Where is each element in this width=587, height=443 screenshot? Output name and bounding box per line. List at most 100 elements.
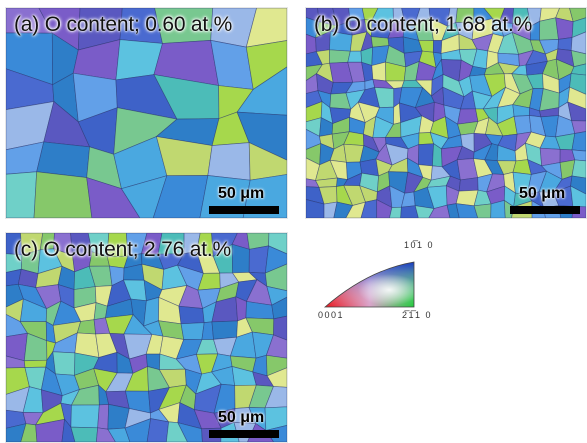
grain	[539, 17, 559, 41]
grain	[146, 418, 170, 442]
ebsd-map-panel-c: (c) O content; 2.76 at.% 50 μm	[5, 232, 288, 443]
grain	[570, 63, 586, 76]
grain	[347, 50, 362, 63]
scale-bar-b	[510, 206, 580, 214]
grain	[458, 177, 479, 192]
grain	[473, 203, 492, 218]
grain	[265, 354, 287, 377]
grain	[570, 31, 586, 55]
grain	[120, 175, 168, 218]
grain	[571, 120, 586, 134]
grain	[323, 201, 338, 218]
ipf-label-2110: 2̅1̅1 0	[402, 310, 433, 320]
panel-label-c: (c) O content; 2.76 at.%	[14, 238, 231, 261]
grain	[231, 243, 250, 274]
grain	[97, 403, 110, 430]
grain	[236, 111, 287, 161]
grain	[571, 131, 586, 152]
grain	[513, 115, 532, 135]
grain	[70, 404, 100, 429]
grain	[271, 296, 287, 320]
grain	[266, 285, 287, 306]
grain	[570, 175, 586, 195]
grain	[6, 423, 27, 442]
grain	[557, 37, 573, 51]
grain	[446, 203, 460, 218]
grain-map-a	[6, 8, 287, 218]
grain	[264, 245, 287, 274]
ebsd-map-panel-b: (b) O content; 1.68 at.% 50 μm	[305, 7, 587, 219]
grain	[571, 17, 586, 39]
scale-bar-label-a: 50 μm	[218, 185, 265, 202]
scale-bar-label-c: 50 μm	[218, 409, 265, 426]
grain	[273, 315, 287, 341]
grain	[264, 406, 287, 431]
grain	[207, 142, 251, 181]
grain	[152, 175, 209, 218]
grain-map-c	[6, 233, 287, 442]
grain	[371, 61, 387, 82]
grain	[455, 203, 479, 218]
grain	[268, 233, 287, 255]
grain	[245, 8, 287, 48]
grain	[432, 40, 443, 54]
ipf-label-1010: 10̅1 0	[404, 240, 435, 250]
grain	[539, 88, 560, 112]
grain	[360, 199, 378, 218]
grain	[36, 141, 90, 178]
ipf-color-key: 10̅1 0 0001 2̅1̅1 0	[318, 240, 438, 322]
ipf-label-0001: 0001	[318, 310, 345, 320]
grain	[376, 199, 393, 218]
grain	[20, 423, 38, 442]
grain	[211, 320, 238, 340]
grain	[569, 73, 586, 95]
grain	[490, 200, 506, 218]
grain	[414, 205, 435, 218]
grain	[571, 159, 586, 179]
grain	[389, 206, 402, 218]
grain	[124, 418, 152, 442]
grain	[166, 421, 188, 442]
grain	[569, 8, 586, 23]
grain	[180, 322, 205, 341]
panel-label-b: (b) O content; 1.68 at.%	[314, 13, 533, 36]
grain	[570, 185, 586, 208]
grain	[107, 427, 131, 442]
grain	[555, 17, 574, 40]
grain	[96, 427, 116, 442]
panel-label-a: (a) O content; 0.60 at.%	[14, 13, 233, 36]
grain	[23, 359, 48, 368]
grain	[345, 201, 366, 218]
grain	[33, 171, 93, 218]
grain	[177, 422, 203, 442]
scale-bar-label-b: 50 μm	[519, 185, 566, 202]
grain-map-b	[306, 8, 586, 218]
grain	[61, 418, 76, 442]
grain	[570, 50, 586, 68]
grain	[86, 177, 141, 218]
grain	[306, 199, 325, 218]
grain	[418, 143, 434, 167]
grain	[264, 386, 287, 409]
grain	[201, 321, 214, 341]
grain	[329, 49, 351, 64]
grain	[70, 426, 99, 442]
grain	[567, 101, 586, 122]
grain	[428, 204, 451, 218]
grain	[178, 305, 205, 325]
grain	[265, 334, 287, 359]
grain	[248, 142, 287, 181]
ipf-triangle	[323, 261, 415, 308]
scale-bar-c	[209, 430, 279, 438]
ebsd-map-panel-a: (a) O content; 0.60 at.% 50 μm	[5, 7, 288, 219]
grain	[35, 418, 65, 442]
grain	[245, 40, 287, 91]
grain	[264, 263, 287, 292]
grain	[236, 66, 287, 116]
grain	[235, 296, 247, 322]
grain	[52, 351, 76, 376]
scale-bar-a	[209, 206, 279, 214]
grain	[400, 205, 419, 218]
grain	[571, 149, 586, 162]
grain	[6, 171, 38, 218]
